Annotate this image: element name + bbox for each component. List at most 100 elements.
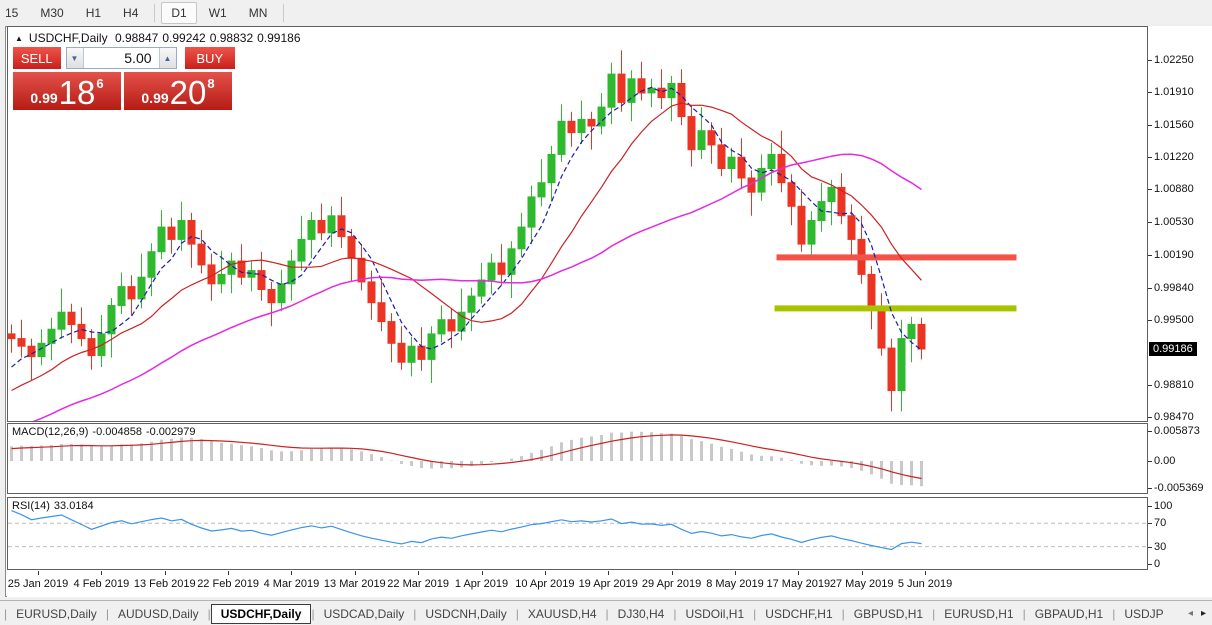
macd-histogram-bar: [180, 437, 183, 461]
macd-histogram-bar: [780, 457, 783, 461]
macd-axis-label: -0.005369: [1154, 482, 1204, 495]
candle-body: [367, 281, 376, 304]
candle-body: [217, 273, 226, 285]
macd-histogram-bar: [680, 435, 683, 461]
bid-quote-box[interactable]: 0.99 18 6: [13, 72, 121, 110]
candle-body: [527, 196, 536, 228]
timeframe-button-H4[interactable]: H4: [123, 6, 139, 20]
date-tick: [608, 571, 610, 575]
axis-tick: [1148, 254, 1152, 256]
candle-body: [167, 226, 176, 240]
chart-tab-gbpusd-h1[interactable]: GBPUSD,H1: [853, 606, 924, 621]
volume-spinner: ▼ ▲: [65, 47, 177, 69]
timeframe-button-D1[interactable]: D1: [161, 2, 197, 24]
date-tick: [861, 571, 863, 575]
price-axis[interactable]: 1.02250 1.01910 1.01560 1.01220 1.00880 1.005…: [1148, 26, 1212, 571]
price-label: 1.01910: [1154, 86, 1194, 98]
price-label: 1.01220: [1154, 151, 1194, 164]
volume-decrease-button[interactable]: ▼: [66, 48, 84, 68]
macd-histogram-bar: [260, 448, 263, 461]
macd-histogram-bar: [310, 448, 313, 461]
candle-body: [187, 220, 196, 245]
chart-tabs: | EURUSD,Daily | AUDUSD,Daily | USDCHF,Daily |…: [4, 603, 1178, 624]
chart-tab-usdjp[interactable]: USDJP: [1124, 606, 1164, 621]
candlestick-chart-canvas[interactable]: [8, 27, 1147, 421]
candle-body: [737, 156, 746, 179]
timeframe-button-MN[interactable]: MN: [248, 6, 268, 20]
resistance-line[interactable]: [776, 254, 1017, 261]
time-axis[interactable]: 25 Jan 2019 4 Feb 2019 13 Feb 2019 22 Feb 2…: [7, 571, 1212, 597]
candle-body: [157, 226, 166, 253]
date-label: 4 Feb 2019: [73, 578, 130, 590]
bid-price-big-digits: 18: [58, 74, 96, 111]
chart-tab-gbpaud-h1[interactable]: GBPAUD,H1: [1034, 606, 1104, 621]
candle-body: [117, 286, 126, 307]
macd-histogram-bar: [910, 461, 913, 486]
macd-histogram-bar: [430, 461, 433, 469]
trade-controls-row: SELL ▼ ▲ BUY: [13, 47, 235, 69]
chart-tab-usdchf-daily[interactable]: USDCHF,Daily: [210, 603, 312, 624]
chart-tab-eurusd-h1[interactable]: EURUSD,H1: [944, 606, 1014, 621]
macd-histogram-bar: [490, 461, 493, 462]
axis-tick: [1148, 430, 1152, 432]
date-tick: [164, 571, 166, 575]
macd-histogram-bar: [840, 461, 843, 467]
volume-increase-button[interactable]: ▲: [158, 48, 176, 68]
ohlc-close: 0.99186: [257, 31, 301, 45]
timeframe-button-15[interactable]: 15: [5, 6, 19, 20]
chart-tab-usdcnh-daily[interactable]: USDCNH,Daily: [425, 606, 507, 621]
axis-tick: [1148, 92, 1152, 93]
macd-chart-canvas[interactable]: [8, 424, 1147, 493]
candle-body: [627, 78, 636, 103]
macd-histogram-bar: [820, 461, 823, 466]
chart-tab-usdoil-h1[interactable]: USDOil,H1: [685, 606, 745, 621]
chart-tab-usdcad-daily[interactable]: USDCAD,Daily: [323, 606, 405, 621]
candle-body: [357, 257, 366, 283]
chart-tab-audusd-daily[interactable]: AUDUSD,Daily: [117, 606, 199, 621]
candle-body: [327, 215, 336, 234]
tab-scroll-right-icon[interactable]: ▸: [1200, 608, 1206, 619]
macd-histogram-bar: [470, 461, 473, 467]
tab-scroll-left-icon[interactable]: ◂: [1187, 608, 1193, 619]
axis-tick: [1148, 287, 1152, 289]
axis-tick: [1148, 488, 1152, 490]
macd-histogram-bar: [730, 448, 733, 461]
candle-body: [437, 319, 446, 335]
macd-histogram-bar: [630, 431, 633, 461]
timeframe-button-H1[interactable]: H1: [85, 6, 102, 20]
date-label: 10 Apr 2019: [515, 578, 575, 590]
macd-histogram-bar: [600, 435, 603, 461]
axis-tick: [1148, 523, 1152, 525]
support-line[interactable]: [774, 305, 1017, 312]
candle-body: [237, 260, 246, 278]
chart-title: ▲ USDCHF,Daily 0.98847 0.99242 0.98832 0.991…: [15, 31, 305, 45]
date-tick: [101, 571, 103, 575]
toolbar-separator: [283, 4, 285, 22]
chart-tab-usdchf-h1[interactable]: USDCHF,H1: [765, 606, 833, 621]
candle-body: [637, 78, 646, 94]
timeframe-button-M30[interactable]: M30: [40, 6, 64, 20]
chart-tab-dj30-h4[interactable]: DJ30,H4: [617, 606, 665, 621]
chart-tab-eurusd-daily[interactable]: EURUSD,Daily: [16, 606, 97, 621]
macd-histogram-bar: [340, 447, 343, 461]
tab-separator: |: [413, 606, 417, 621]
candle-body: [8, 333, 16, 340]
macd-histogram-bar: [80, 444, 83, 461]
macd-histogram-bar: [860, 461, 863, 471]
date-tick: [544, 571, 546, 575]
sell-button[interactable]: SELL: [13, 47, 61, 69]
buy-button[interactable]: BUY: [184, 47, 235, 69]
ask-quote-box[interactable]: 0.99 20 8: [124, 72, 232, 110]
volume-input[interactable]: [83, 48, 159, 68]
macd-histogram-bar: [230, 443, 233, 461]
macd-histogram-bar: [530, 452, 533, 461]
chart-tab-xauusd-h4[interactable]: XAUUSD,H4: [527, 606, 597, 621]
timeframe-button-W1[interactable]: W1: [208, 6, 227, 20]
collapse-arrow-icon[interactable]: ▲: [15, 34, 23, 43]
rsi-value: 33.0184: [53, 500, 94, 512]
tab-separator: |: [753, 606, 757, 621]
candle-body: [407, 345, 416, 363]
macd-histogram-bar: [220, 442, 223, 461]
ma-mid-line: [11, 102, 922, 392]
rsi-chart-canvas[interactable]: [8, 498, 1147, 569]
